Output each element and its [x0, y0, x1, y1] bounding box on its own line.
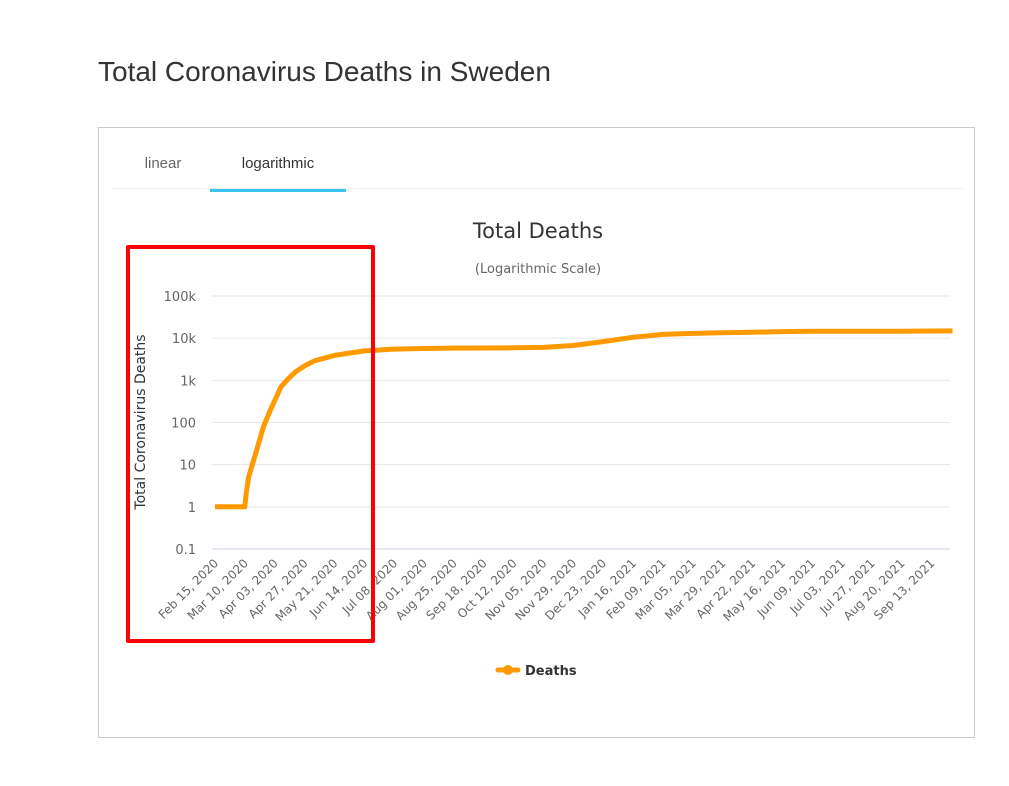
tabs-divider — [112, 188, 963, 189]
y-axis-ticks: 0.1 1 10 100 1k 10k 100k — [164, 290, 197, 558]
tab-linear[interactable]: linear — [144, 155, 182, 172]
y-tick-label: 10k — [172, 332, 197, 347]
y-tick-label: 10 — [179, 459, 196, 474]
active-tab-indicator — [210, 189, 346, 192]
grid-lines — [212, 295, 950, 550]
chart-subtitle: (Logarithmic Scale) — [475, 262, 601, 277]
legend-label-deaths[interactable]: Deaths — [525, 664, 577, 679]
y-tick-label: 1k — [180, 374, 196, 389]
chart-card: linear logarithmic — [98, 127, 975, 738]
series-line-deaths[interactable] — [215, 328, 953, 510]
legend-symbol-marker — [503, 665, 513, 675]
y-axis-title: Total Coronavirus Deaths — [133, 334, 149, 510]
page-title: Total Coronavirus Deaths in Sweden — [98, 56, 551, 87]
legend[interactable]: Deaths — [495, 664, 577, 679]
y-tick-label: 100 — [171, 417, 196, 432]
y-tick-label: 1 — [188, 501, 196, 516]
chart-title: Total Deaths — [472, 219, 603, 243]
y-tick-label: 100k — [164, 290, 197, 305]
y-tick-label: 0.1 — [175, 543, 196, 558]
series-deaths[interactable] — [215, 328, 953, 510]
tab-logarithmic[interactable]: logarithmic — [241, 155, 315, 172]
